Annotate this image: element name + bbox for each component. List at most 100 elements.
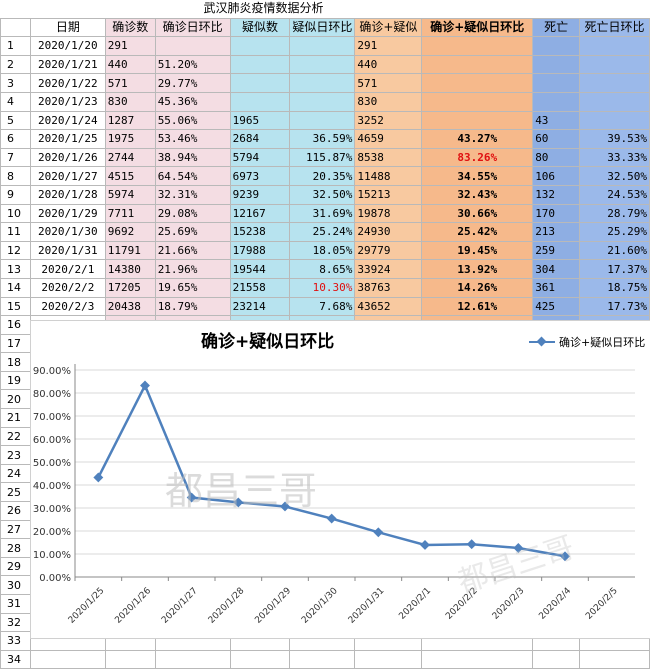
cell-confirmed-ratio: 32.31% [154,184,231,205]
cell-date: 2020/1/25 [29,129,106,149]
row-number: 19 [0,370,31,391]
x-tick-label: 2020/1/25 [67,586,107,626]
cell-combined: 29779 [354,240,423,261]
row-number: 1 [0,36,31,56]
row-number: 11 [0,222,31,242]
row-number: 4 [0,91,31,112]
data-point [186,492,197,503]
data-point [280,501,290,512]
table-row: 7 2020/1/26 2744 38.94% 5794 115.87% 8538 83.26… [0,147,650,168]
column-header: 疑似数 [229,17,291,38]
cell-suspected: 1965 [229,110,291,131]
cell-date: 2020/2/2 [29,277,106,298]
row-number [0,17,31,38]
cell-suspected-ratio: 10.30% [289,277,356,298]
legend-marker [536,336,547,347]
cell-suspected-ratio: 32.50% [289,184,356,205]
row-number: 8 [0,166,31,186]
column-header: 死亡 [532,17,580,38]
data-point [420,540,430,550]
table-row: 10 2020/1/29 7711 29.08% 12167 31.69% 19878 30.… [0,203,650,224]
y-tick-label: 80.00% [33,389,71,400]
cell-combined-ratio [421,36,534,56]
cell-confirmed: 14380 [104,259,156,279]
cell-confirmed-ratio [154,36,231,56]
table-row: 14 2020/2/2 17205 19.65% 21558 10.30% 38763 14.… [0,277,650,298]
data-point [560,551,570,562]
row-number: 6 [0,129,31,149]
cell-deaths: 361 [532,277,580,298]
cell-suspected-ratio [289,110,356,131]
cell-combined-ratio: 19.45% [421,240,534,261]
empty-cell [229,649,291,669]
row-number: 20 [0,389,31,410]
cell-suspected-ratio: 18.05% [289,240,356,261]
y-tick-label: 0.00% [39,573,71,584]
cell-date: 2020/1/21 [29,54,106,75]
cell-confirmed: 7711 [104,203,156,224]
row-number: 10 [0,203,31,224]
cell-date: 2020/1/22 [29,73,106,93]
cell-combined-ratio: 30.66% [421,203,534,224]
row-number: 26 [0,501,31,521]
empty-cell [289,649,356,669]
table-row: 1 2020/1/20 291 291 [0,36,650,56]
cell-combined-ratio: 43.27% [421,129,534,149]
cell-combined-ratio: 32.43% [421,184,534,205]
row-number: 31 [0,594,31,614]
row-number: 27 [0,519,31,540]
cell-confirmed-ratio: 18.79% [154,296,231,317]
y-tick-label: 40.00% [33,481,71,492]
cell-combined-ratio: 83.26% [421,147,534,168]
data-point [140,380,150,391]
cell-combined: 4659 [354,129,423,149]
chart-canvas: 确诊+疑似日环比 确诊+疑似日环比 0.00% 10.00% 20.00% 30.00% 4… [33,331,645,626]
cell-confirmed: 2744 [104,147,156,168]
cell-deaths-ratio: 21.60% [578,240,650,261]
x-tick-label: 2020/1/29 [253,586,293,626]
row-number: 14 [0,277,31,298]
table-row: 6 2020/1/25 1975 53.46% 2684 36.59% 4659 43.27%… [0,129,650,149]
x-tick-label: 2020/2/3 [491,586,527,622]
x-tick-label: 2020/2/1 [397,586,433,622]
row-number: 28 [0,538,31,558]
cell-suspected: 17988 [229,240,291,261]
y-tick-label: 90.00% [33,366,71,377]
x-tick-label: 2020/2/4 [537,586,573,622]
cell-combined-ratio: 25.42% [421,222,534,242]
cell-confirmed: 571 [104,73,156,93]
x-tick-label: 2020/1/26 [113,586,153,626]
table-row: 34 [0,649,650,669]
cell-deaths: 43 [532,110,580,131]
cell-confirmed-ratio: 38.94% [154,147,231,168]
table-row: 15 2020/2/3 20438 18.79% 23214 7.68% 43652 12.6… [0,296,650,317]
row-number: 12 [0,240,31,261]
cell-combined: 19878 [354,203,423,224]
cell-date: 2020/1/31 [29,240,106,261]
cell-suspected-ratio [289,91,356,112]
cell-combined: 8538 [354,147,423,168]
row-number: 32 [0,612,31,633]
cell-combined-ratio [421,54,534,75]
cell-confirmed-ratio: 25.69% [154,222,231,242]
empty-cell [421,649,534,669]
cell-suspected: 2684 [229,129,291,149]
legend-label: 确诊+疑似日环比 [559,335,645,349]
row-number: 18 [0,352,31,372]
column-header: 日期 [29,17,106,38]
x-tick-label: 2020/2/5 [584,586,620,622]
empty-cell [104,649,156,669]
y-tick-label: 70.00% [33,412,71,423]
cell-suspected: 15238 [229,222,291,242]
table-row: 4 2020/1/23 830 45.36% 830 [0,91,650,112]
cell-date: 2020/1/28 [29,184,106,205]
column-header: 确诊数 [104,17,156,38]
cell-confirmed: 440 [104,54,156,75]
cell-combined-ratio: 14.26% [421,277,534,298]
cell-suspected-ratio: 115.87% [289,147,356,168]
cell-date: 2020/1/29 [29,203,106,224]
cell-deaths-ratio: 28.79% [578,203,650,224]
cell-combined: 33924 [354,259,423,279]
row-number: 22 [0,426,31,447]
y-tick-label: 10.00% [33,550,71,561]
